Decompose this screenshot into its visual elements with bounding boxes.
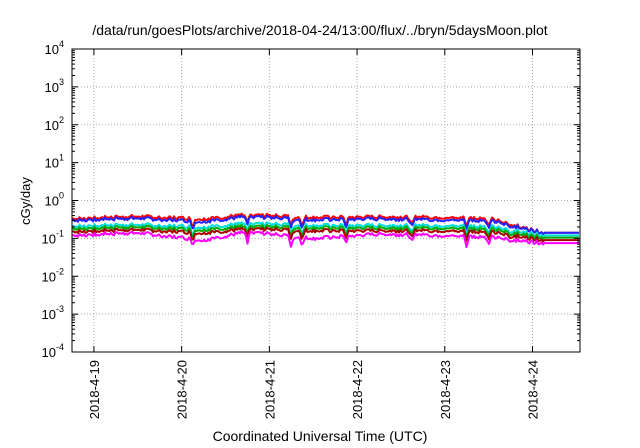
- y-tick-label: 10-3: [42, 304, 64, 322]
- x-tick-label: 2018-4-21: [262, 360, 277, 419]
- y-tick-label: 104: [45, 39, 64, 57]
- grid: [72, 49, 580, 352]
- series-line: [71, 230, 579, 249]
- series-line: [71, 226, 579, 243]
- x-tick-label: 2018-4-20: [175, 360, 190, 419]
- series-group: [71, 212, 579, 249]
- chart-title: /data/run/goesPlots/archive/2018-04-24/1…: [92, 22, 548, 38]
- x-axis-label: Coordinated Universal Time (UTC): [212, 428, 428, 444]
- series-line: [71, 224, 579, 240]
- series-line: [71, 221, 579, 238]
- y-tick-label: 10-4: [42, 342, 64, 360]
- y-tick-label: 10-2: [42, 266, 64, 284]
- x-tick-label: 2018-4-19: [87, 360, 102, 419]
- y-tick-label: 103: [45, 77, 64, 95]
- x-tick-label: 2018-4-22: [350, 360, 365, 419]
- series-line: [71, 214, 579, 236]
- y-tick-label: 101: [45, 153, 64, 171]
- y-ticks: 10-4 10-3 10-2 10-1 100 101 102 103 104: [42, 39, 580, 360]
- y-axis-label: cGy/day: [18, 177, 33, 225]
- y-tick-label: 10-1: [42, 228, 64, 246]
- x-tick-label: 2018-4-24: [525, 360, 540, 419]
- plot-frame: [71, 48, 581, 353]
- y-tick-label: 102: [45, 115, 64, 133]
- x-ticks: 2018-4-19 2018-4-20 2018-4-21 2018-4-22 2018…: [87, 49, 540, 419]
- x-tick-label: 2018-4-23: [438, 360, 453, 419]
- y-tick-label: 100: [45, 191, 64, 209]
